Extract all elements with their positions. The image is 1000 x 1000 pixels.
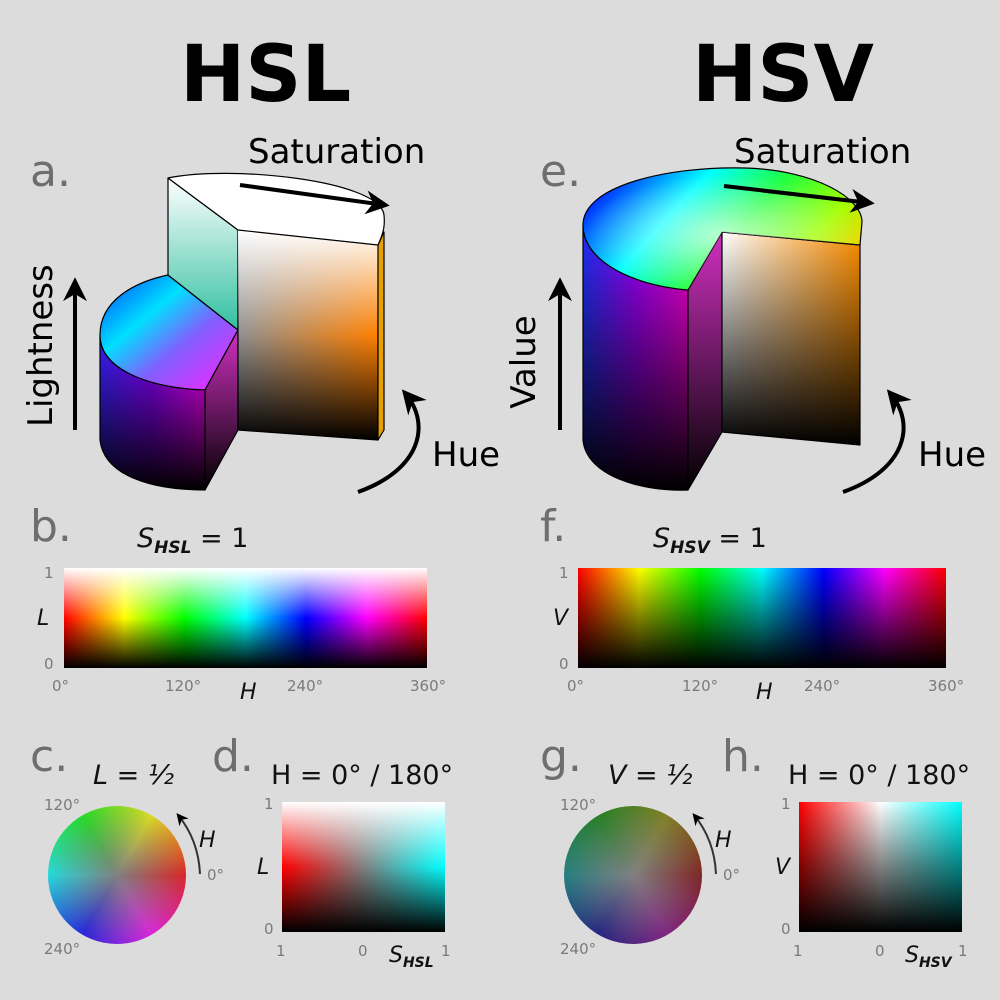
h-x-tick-right: 1 <box>958 942 968 960</box>
hsv-hue-value-strip <box>578 568 946 668</box>
hsl-title: HSL <box>180 30 352 120</box>
c-angle-0: 0° <box>207 866 225 884</box>
d-x-tick-left: 1 <box>276 942 286 960</box>
panel-c-label: c. <box>30 731 69 782</box>
hsl-hue-arrow <box>357 389 427 494</box>
b-x-tick-240: 240° <box>287 677 324 695</box>
hsl-saturation-arrow <box>239 183 390 215</box>
panel-c-caption: L = ½ <box>93 760 174 791</box>
hsl-edge <box>377 231 385 441</box>
h-y-axis-label: V <box>775 855 791 880</box>
hsl-hue-lightness-strip <box>64 568 427 668</box>
hsv-hue-label: Hue <box>918 435 987 475</box>
g-angle-0: 0° <box>723 866 741 884</box>
h-y-tick-1: 1 <box>781 795 791 813</box>
g-angle-120: 120° <box>560 796 597 814</box>
hsl-cylinder <box>99 172 385 491</box>
hsl-hue-label: Hue <box>432 435 501 475</box>
b-y-tick-0: 0 <box>44 655 54 673</box>
panel-b-caption: SHSL = 1 <box>137 523 249 558</box>
f-x-tick-120: 120° <box>682 677 719 695</box>
panel-g-label: g. <box>540 731 582 782</box>
b-y-axis-label: L <box>37 606 50 631</box>
b-x-tick-360: 360° <box>410 677 447 695</box>
c-angle-240: 240° <box>44 940 81 958</box>
d-x-tick-right: 1 <box>441 942 451 960</box>
h-x-tick-left: 1 <box>793 942 803 960</box>
b-y-tick-1: 1 <box>44 564 54 582</box>
panel-h-caption: H = 0° / 180° <box>788 760 971 791</box>
g-arrow-label: H <box>715 828 732 853</box>
h-x-axis-label: SHSV <box>905 943 952 971</box>
f-x-tick-240: 240° <box>804 677 841 695</box>
hsl-hue-wheel <box>48 806 186 944</box>
hsv-value-label: Value <box>504 315 544 409</box>
h-y-tick-0: 0 <box>781 920 791 938</box>
b-x-tick-120: 120° <box>165 677 202 695</box>
b-x-tick-0: 0° <box>52 677 70 695</box>
f-y-axis-label: V <box>553 606 569 631</box>
g-angle-240: 240° <box>560 940 597 958</box>
panel-a-label: a. <box>30 146 71 197</box>
hsv-hue-wheel <box>564 806 702 944</box>
panel-b-label: b. <box>30 501 72 552</box>
panel-f-caption: SHSV = 1 <box>653 523 767 558</box>
hsv-title: HSV <box>692 30 874 120</box>
d-x-tick-center: 0 <box>358 942 368 960</box>
hsv-saturation-value-square <box>799 802 962 932</box>
hsv-wheel-hue-arrow <box>692 813 717 875</box>
d-y-tick-0: 0 <box>264 920 274 938</box>
f-y-tick-1: 1 <box>559 564 569 582</box>
panel-h-label: h. <box>722 731 764 782</box>
hsv-cylinder <box>582 167 863 491</box>
c-arrow-label: H <box>199 828 216 853</box>
h-x-tick-center: 0 <box>875 942 885 960</box>
hsv-hue-arrow <box>842 389 912 494</box>
f-y-tick-0: 0 <box>559 655 569 673</box>
d-y-axis-label: L <box>257 855 270 880</box>
panel-f-label: f. <box>540 501 567 552</box>
b-x-axis-label: H <box>240 680 257 705</box>
panel-d-caption: H = 0° / 180° <box>271 760 454 791</box>
hsv-saturation-label: Saturation <box>734 132 912 172</box>
f-x-tick-0: 0° <box>567 677 585 695</box>
hsl-saturation-lightness-square <box>282 802 445 932</box>
c-angle-120: 120° <box>44 796 81 814</box>
d-y-tick-1: 1 <box>264 795 274 813</box>
hsl-saturation-label: Saturation <box>248 132 426 172</box>
hsv-saturation-arrow <box>723 184 875 213</box>
f-x-axis-label: H <box>756 680 773 705</box>
panel-g-caption: V = ½ <box>608 760 693 791</box>
hsl-lightness-label: Lightness <box>21 264 61 427</box>
panel-d-label: d. <box>212 731 254 782</box>
panel-e-label: e. <box>540 146 582 197</box>
d-x-axis-label: SHSL <box>389 943 434 971</box>
f-x-tick-360: 360° <box>928 677 965 695</box>
hsl-wheel-hue-arrow <box>176 813 201 875</box>
